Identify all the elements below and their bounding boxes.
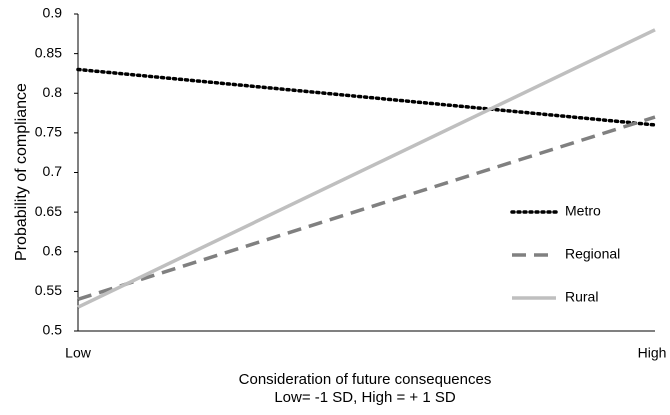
- y-tick-label: 0.6: [43, 242, 63, 258]
- y-tick-label: 0.7: [43, 163, 63, 179]
- y-tick-label: 0.65: [35, 203, 62, 219]
- y-tick-label: 0.9: [43, 5, 63, 21]
- x-axis-title: Consideration of future consequences: [239, 371, 492, 388]
- y-tick-label: 0.85: [35, 44, 62, 60]
- legend-label: Regional: [565, 246, 620, 262]
- series-line: [76, 67, 657, 127]
- y-axis-title: Probability of compliance: [13, 83, 30, 261]
- y-tick-label: 0.8: [43, 84, 63, 100]
- series-line: [77, 28, 656, 309]
- series-line: [77, 115, 656, 301]
- y-tick-label: 0.5: [43, 322, 63, 338]
- y-tick-label: 0.75: [35, 124, 62, 140]
- legend-label: Metro: [565, 203, 601, 219]
- x-axis-subtitle: Low= -1 SD, High = + 1 SD: [274, 389, 456, 406]
- legend-label: Rural: [565, 289, 598, 305]
- x-tick-label: Low: [65, 345, 92, 361]
- x-tick-label: High: [638, 345, 667, 361]
- y-tick-label: 0.55: [35, 282, 62, 298]
